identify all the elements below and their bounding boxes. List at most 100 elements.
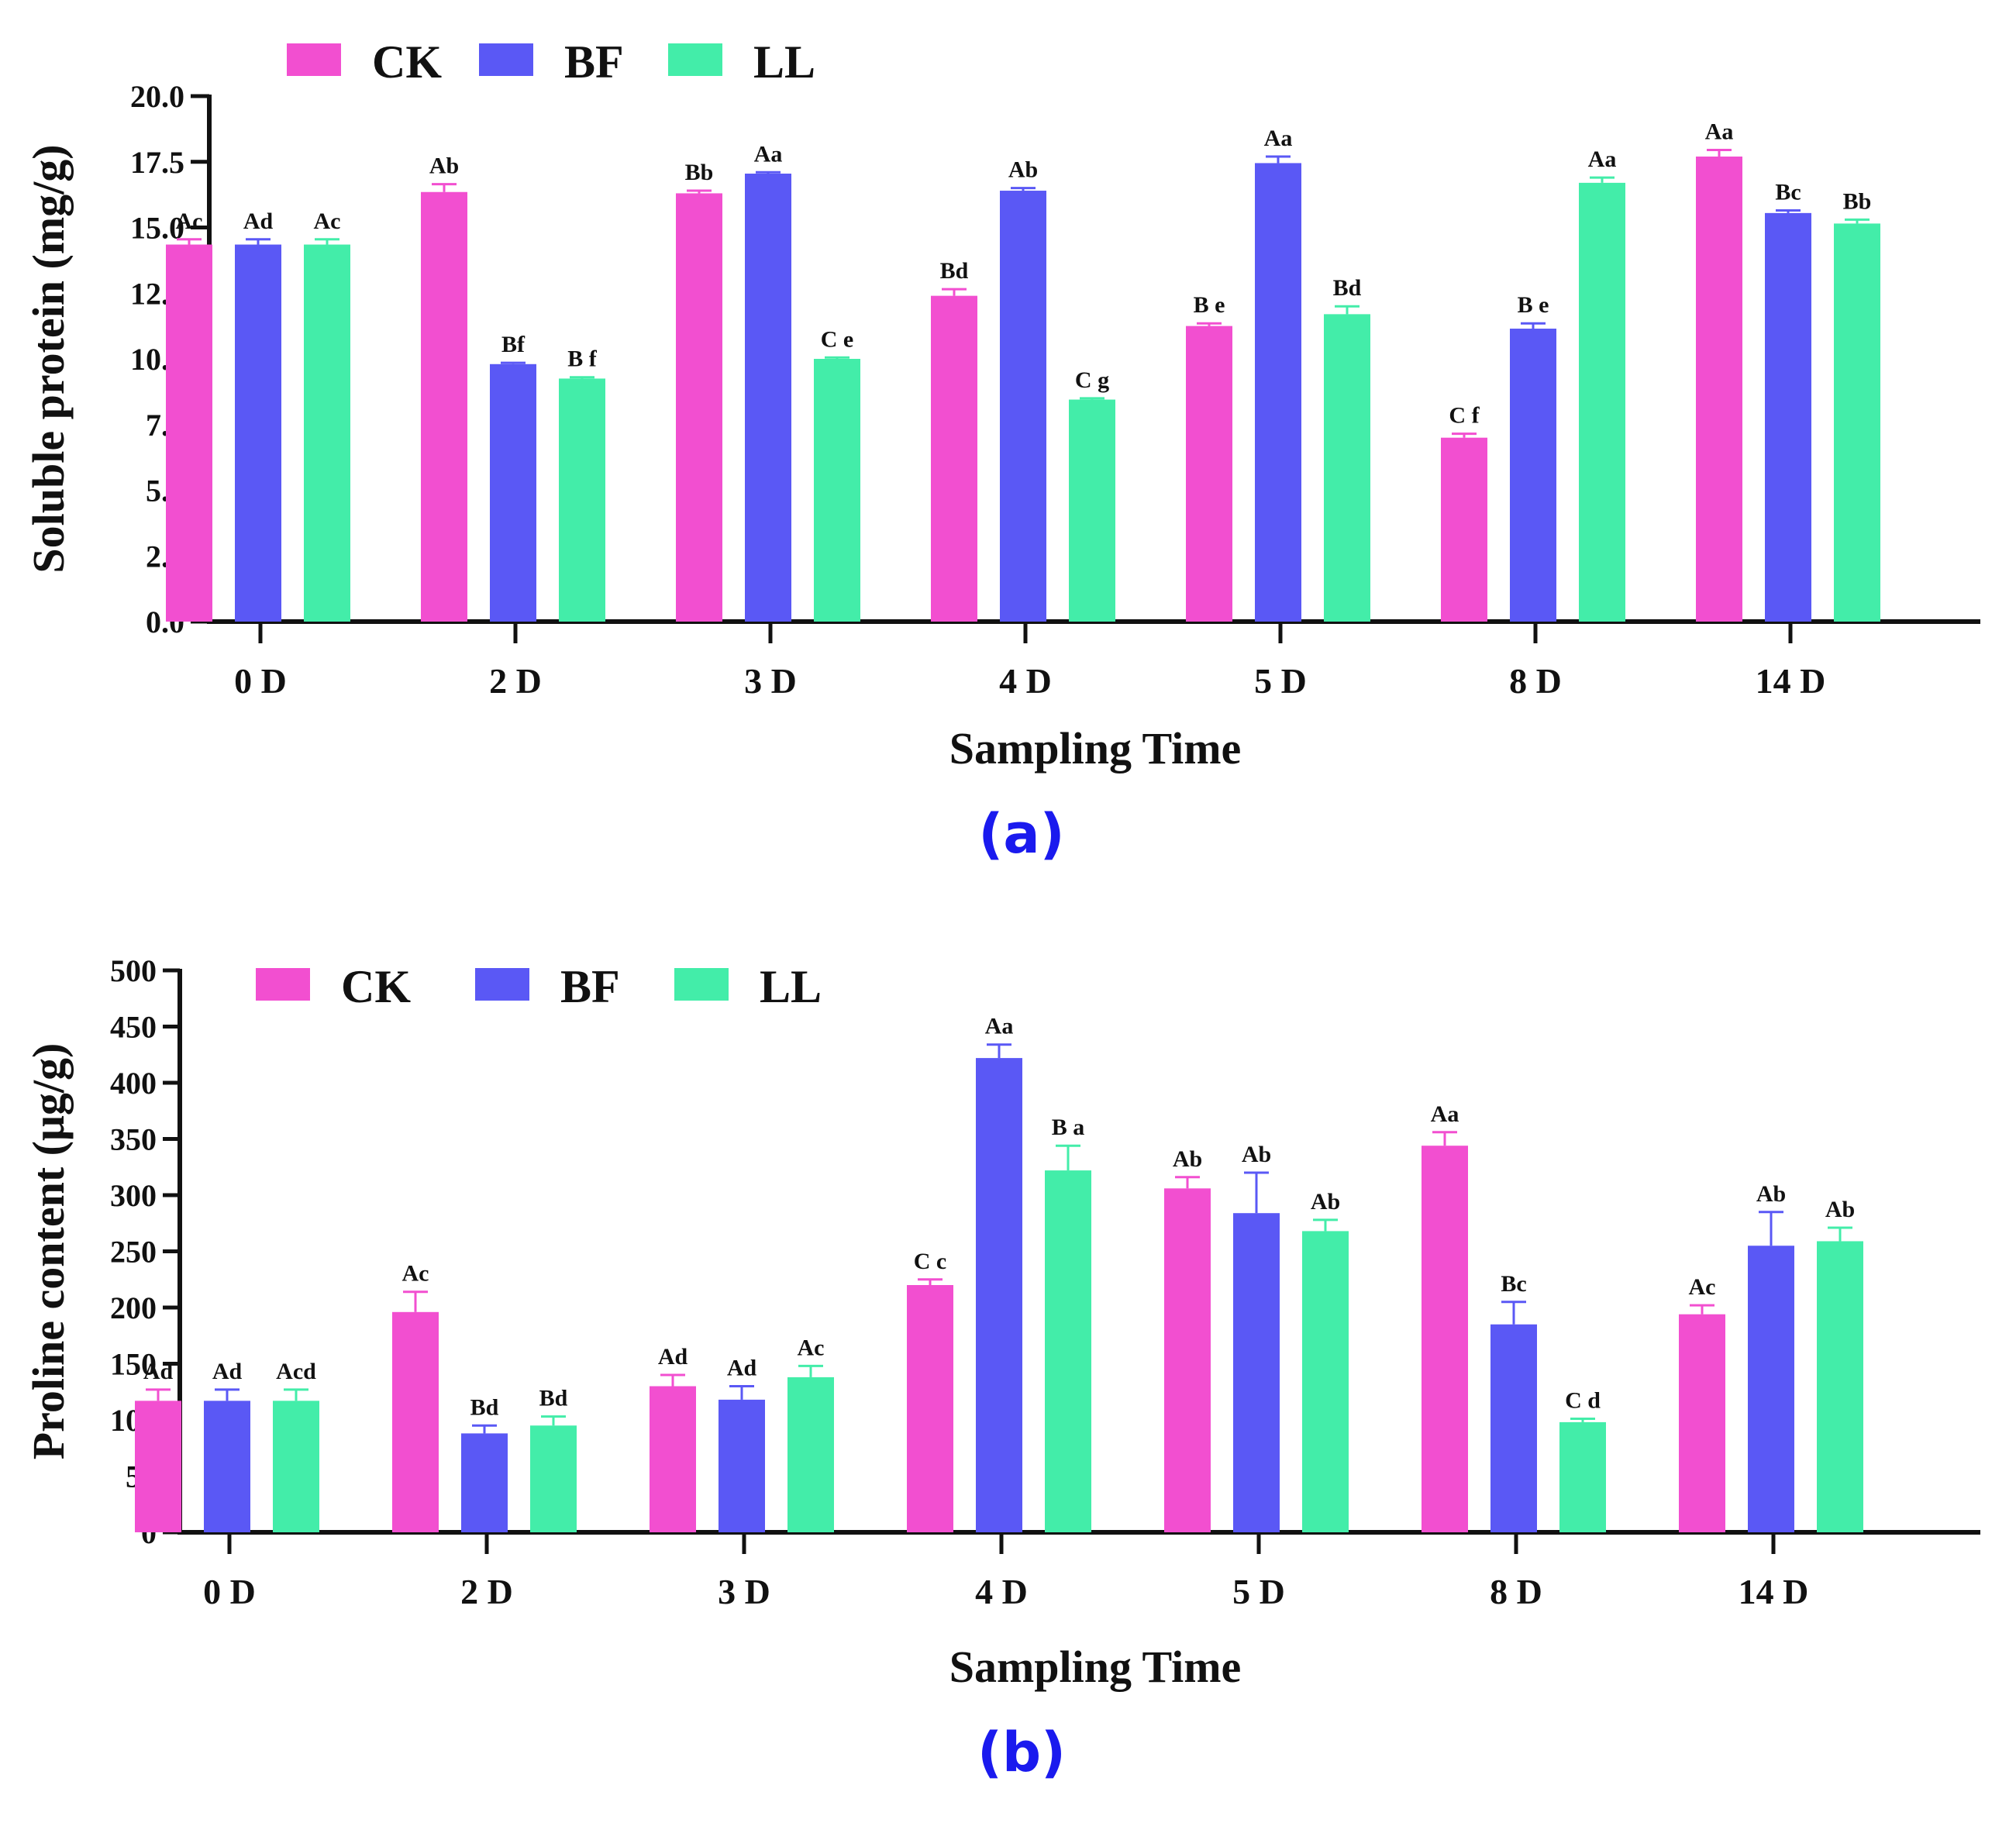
significance-label: Bd: [539, 1386, 568, 1411]
bar-ck: [1186, 326, 1232, 622]
x-axis-title: Sampling Time: [949, 723, 1242, 774]
legend-swatch-bf: [475, 968, 529, 1001]
x-tick-label: 5 D: [1254, 661, 1307, 701]
bar-ck: [1441, 437, 1487, 622]
legend-label-ck: CK: [341, 961, 411, 1012]
y-tick-label: 15.0: [130, 211, 184, 246]
significance-label: Ab: [1311, 1189, 1340, 1215]
legend-swatch-ll: [674, 968, 729, 1001]
significance-label: C g: [1075, 367, 1109, 393]
significance-label: Bb: [1843, 188, 1872, 214]
significance-label: B a: [1052, 1115, 1085, 1140]
significance-label: Ac: [176, 208, 203, 234]
proline-content-chart: 0501001502002503003504004505000 DAdAdAcd…: [23, 953, 1980, 1784]
significance-label: Ad: [658, 1344, 688, 1370]
significance-label: Aa: [1431, 1101, 1459, 1127]
significance-label: Ad: [727, 1356, 757, 1381]
bar-ll: [530, 1425, 577, 1532]
significance-label: Bd: [940, 258, 969, 284]
legend-swatch-ck: [287, 43, 341, 76]
bar-ll: [1045, 1170, 1091, 1532]
bar-ck: [392, 1311, 439, 1532]
bar-ll: [304, 244, 350, 622]
significance-label: Ad: [243, 208, 274, 234]
bar-ll: [814, 359, 860, 622]
significance-label: Aa: [1705, 119, 1734, 144]
y-tick-label: 17.5: [130, 145, 184, 180]
significance-label: Ab: [429, 153, 459, 179]
x-tick-label: 4 D: [975, 1572, 1028, 1611]
bar-ll: [1579, 182, 1625, 622]
legend-label-ck: CK: [372, 36, 442, 88]
bar-ll: [1834, 223, 1880, 622]
bar-bf: [976, 1058, 1022, 1532]
bar-ll: [273, 1401, 319, 1532]
bar-bf: [1765, 212, 1811, 622]
y-tick-label: 150: [110, 1347, 157, 1382]
bar-bf: [1748, 1246, 1794, 1532]
significance-label: Ab: [1173, 1146, 1202, 1172]
bar-ck: [676, 193, 722, 622]
significance-label: C e: [821, 326, 853, 352]
y-tick-label: 20.0: [130, 79, 184, 114]
x-axis-title: Sampling Time: [949, 1642, 1242, 1692]
bar-ck: [166, 244, 212, 622]
significance-label: Ab: [1825, 1197, 1855, 1222]
x-tick-label: 2 D: [460, 1572, 513, 1611]
significance-label: Bc: [1501, 1271, 1526, 1297]
bar-ll: [1324, 314, 1370, 622]
bar-ll: [559, 378, 605, 622]
x-tick-label: 0 D: [203, 1572, 256, 1611]
significance-label: Ab: [1242, 1142, 1271, 1167]
bar-bf: [1510, 329, 1556, 622]
y-tick-label: 400: [110, 1066, 157, 1101]
y-tick-label: 300: [110, 1178, 157, 1213]
significance-label: Ac: [798, 1335, 825, 1360]
bar-ll: [1302, 1231, 1349, 1532]
bar-ck: [421, 191, 467, 622]
bar-ck: [907, 1285, 953, 1532]
x-tick-label: 14 D: [1756, 661, 1826, 701]
bar-ck: [1679, 1314, 1725, 1532]
bar-ck: [1422, 1146, 1468, 1532]
bar-ck: [931, 295, 977, 622]
bar-bf: [719, 1399, 765, 1532]
bar-bf: [490, 364, 536, 622]
legend-label-ll: LL: [760, 961, 822, 1012]
panel-label: (a): [978, 802, 1064, 866]
significance-label: Bf: [501, 332, 526, 357]
significance-label: Aa: [1264, 126, 1293, 151]
x-tick-label: 2 D: [489, 661, 542, 701]
bar-ll: [1559, 1421, 1606, 1532]
significance-label: Ad: [143, 1359, 174, 1384]
significance-label: Ac: [1689, 1274, 1716, 1300]
significance-label: Aa: [754, 141, 783, 167]
x-tick-label: 4 D: [999, 661, 1052, 701]
significance-label: B e: [1518, 292, 1549, 318]
x-tick-label: 0 D: [234, 661, 287, 701]
significance-label: C d: [1565, 1388, 1601, 1414]
bar-bf: [1255, 163, 1301, 622]
y-tick-label: 450: [110, 1010, 157, 1045]
bar-ck: [650, 1386, 696, 1532]
significance-label: B e: [1194, 292, 1225, 318]
bar-bf: [1490, 1324, 1537, 1532]
significance-label: Aa: [985, 1014, 1014, 1039]
legend-swatch-ck: [256, 968, 310, 1001]
significance-label: Bd: [1333, 275, 1362, 301]
bar-bf: [1233, 1213, 1280, 1532]
significance-label: Ab: [1756, 1181, 1786, 1207]
x-tick-label: 14 D: [1739, 1572, 1809, 1611]
significance-label: Acd: [276, 1359, 316, 1384]
significance-label: Ac: [402, 1261, 429, 1287]
bar-ll: [1069, 399, 1115, 622]
y-tick-label: 500: [110, 953, 157, 988]
significance-label: Bc: [1775, 179, 1801, 205]
soluble-protein-chart: 0.02.55.07.510.012.515.017.520.00 DAc Ad A…: [23, 36, 1980, 866]
legend-swatch-ll: [668, 43, 722, 76]
bar-ck: [1696, 156, 1742, 622]
legend-label-bf: BF: [564, 36, 624, 88]
significance-label: Ad: [212, 1359, 243, 1384]
y-axis-title: Soluble protein (mg/g): [23, 144, 74, 573]
